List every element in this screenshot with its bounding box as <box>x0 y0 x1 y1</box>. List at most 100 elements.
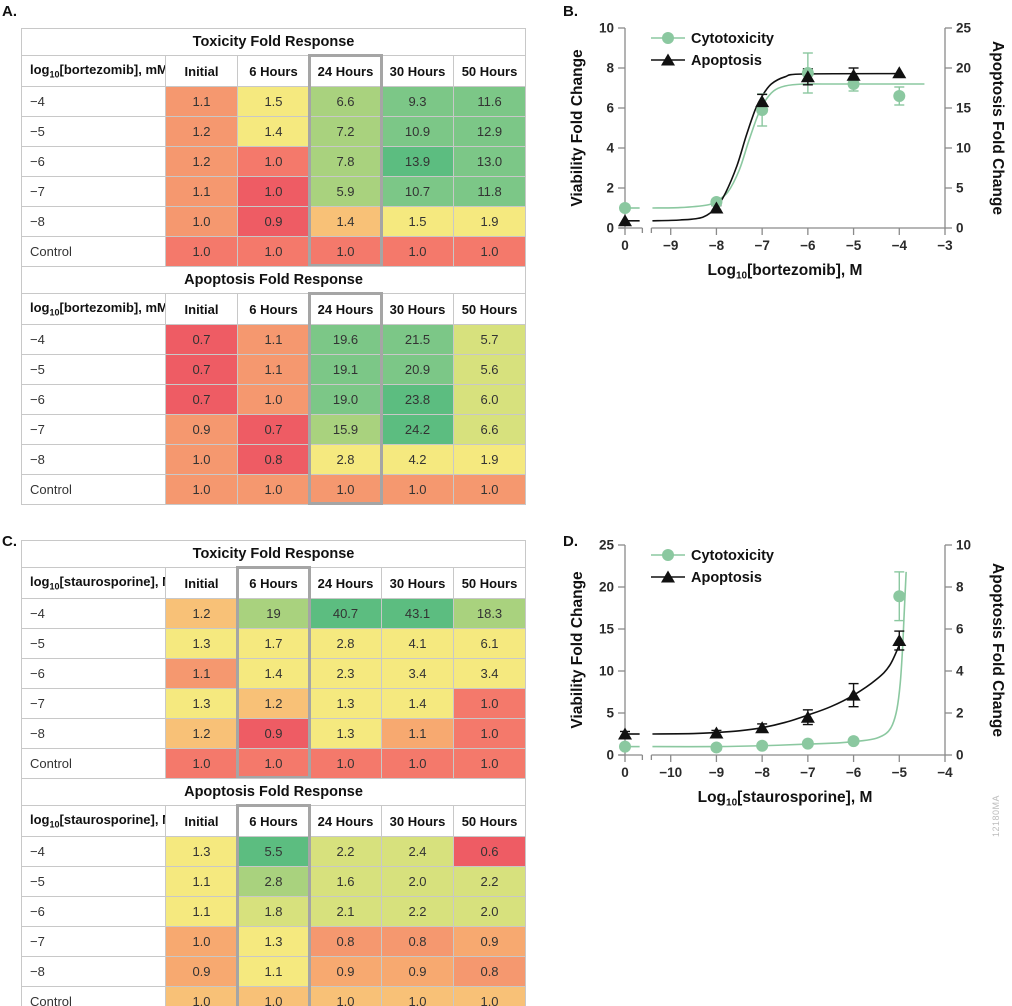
column-header: 50 Hours <box>452 293 527 325</box>
dose-response-chart: 0 5 10 15 20 25 0 2 4 6 8 10 0 −10 −9 −8 −7 −6 −5 −4 Viabili… <box>569 538 1006 809</box>
column-header: Initial <box>165 567 238 599</box>
value-cell: 21.5 <box>381 324 454 355</box>
left-tick-label: 25 <box>599 538 615 553</box>
table-row: −6 0.7 1.0 19.0 23.8 6.0 <box>21 384 527 415</box>
value-cell: 1.0 <box>237 146 310 177</box>
row-label: −4 <box>21 324 166 355</box>
left-tick-label: 0 <box>606 221 614 236</box>
cytotoxicity-data-point <box>619 740 631 753</box>
value-cell: 0.8 <box>237 444 310 475</box>
fold-response-table: Toxicity Fold Response log10[bortezomib],… <box>20 28 527 267</box>
fold-response-table: Apoptosis Fold Response log10[bortezomib]… <box>20 266 527 505</box>
cytotoxicity-data-point <box>801 737 814 750</box>
value-cell: 1.1 <box>381 718 454 749</box>
apoptosis-data-point <box>755 721 770 734</box>
column-header: 50 Hours <box>452 805 527 837</box>
apoptosis-curve <box>652 72 902 222</box>
apoptosis-data-point <box>892 634 907 647</box>
value-cell: 1.0 <box>237 986 310 1006</box>
row-label: −7 <box>21 926 166 957</box>
row-label: −6 <box>21 896 166 927</box>
value-cell: 40.7 <box>309 598 382 629</box>
value-cell: 2.4 <box>381 836 454 867</box>
row-label: −8 <box>21 206 166 237</box>
column-header: Initial <box>165 55 238 87</box>
cytotoxicity-legend-marker <box>662 32 674 44</box>
left-axis-title: Viability Fold Change <box>569 49 586 207</box>
value-cell: 0.9 <box>165 956 238 987</box>
row-label: −5 <box>21 354 166 385</box>
column-header: 30 Hours <box>381 293 454 325</box>
left-tick-label: 10 <box>599 664 614 679</box>
cytotoxicity-data-point <box>619 202 631 214</box>
table-row: −5 1.1 2.8 1.6 2.0 2.2 <box>21 866 527 897</box>
legend-label: Apoptosis <box>691 53 762 69</box>
table-row: −6 1.1 1.8 2.1 2.2 2.0 <box>21 896 527 927</box>
right-tick-label: 20 <box>956 61 971 76</box>
value-cell: 15.9 <box>309 414 382 445</box>
value-cell: 6.0 <box>452 384 527 415</box>
value-cell: 7.8 <box>309 146 382 177</box>
x-tick-label: −9 <box>663 238 678 253</box>
value-cell: 1.0 <box>452 474 527 505</box>
x-tick-label: −7 <box>754 238 769 253</box>
apoptosis-data-point <box>709 201 724 214</box>
column-header: Initial <box>165 805 238 837</box>
value-cell: 1.0 <box>452 688 527 719</box>
row-label: −6 <box>21 384 166 415</box>
value-cell: 11.8 <box>452 176 527 207</box>
cytotoxicity-legend-marker <box>662 549 674 561</box>
panel-b-label: B. <box>563 3 578 20</box>
apoptosis-data-point <box>755 95 770 108</box>
right-tick-label: 10 <box>956 141 971 156</box>
x-tick-label: −3 <box>937 238 953 253</box>
value-cell: 10.9 <box>381 116 454 147</box>
value-cell: 1.1 <box>165 658 238 689</box>
value-cell: 0.6 <box>452 836 527 867</box>
x-tick-label: −7 <box>800 765 815 780</box>
column-header: 24 Hours <box>309 567 382 599</box>
value-cell: 0.7 <box>165 324 238 355</box>
value-cell: 43.1 <box>381 598 454 629</box>
value-cell: 1.0 <box>381 236 454 267</box>
value-cell: 0.8 <box>309 926 382 957</box>
value-cell: 11.6 <box>452 86 527 117</box>
apoptosis-legend-marker <box>661 53 675 66</box>
value-cell: 3.4 <box>381 658 454 689</box>
value-cell: 5.9 <box>309 176 382 207</box>
value-cell: 0.9 <box>237 718 310 749</box>
x-tick-label: −8 <box>754 765 770 780</box>
column-header: 6 Hours <box>237 805 310 837</box>
x-tick-label: −10 <box>659 765 682 780</box>
value-cell: 1.3 <box>237 926 310 957</box>
column-header: Initial <box>165 293 238 325</box>
x-tick-label: −4 <box>892 238 908 253</box>
value-cell: 0.7 <box>237 414 310 445</box>
right-tick-label: 2 <box>956 706 964 721</box>
right-tick-label: 15 <box>956 101 972 116</box>
value-cell: 2.2 <box>452 866 527 897</box>
column-header: 50 Hours <box>452 567 527 599</box>
table-row: −5 1.3 1.7 2.8 4.1 6.1 <box>21 628 527 659</box>
table-row: −7 1.1 1.0 5.9 10.7 11.8 <box>21 176 527 207</box>
value-cell: 1.0 <box>165 474 238 505</box>
value-cell: 6.6 <box>309 86 382 117</box>
fold-table: Toxicity Fold Response log10[staurosporin… <box>20 540 527 779</box>
x-tick-label: −5 <box>892 765 908 780</box>
cytotoxicity-curve <box>652 571 907 748</box>
table-row: −8 0.9 1.1 0.9 0.9 0.8 <box>21 956 527 987</box>
row-label: −5 <box>21 628 166 659</box>
row-label: Control <box>21 748 166 779</box>
row-label: −8 <box>21 718 166 749</box>
value-cell: 1.4 <box>237 116 310 147</box>
value-cell: 2.2 <box>381 896 454 927</box>
apoptosis-data-point <box>618 727 632 740</box>
value-cell: 2.1 <box>309 896 382 927</box>
fold-response-table: Toxicity Fold Response log10[staurosporin… <box>20 540 527 779</box>
fold-table: Apoptosis Fold Response log10[bortezomib]… <box>20 266 527 505</box>
value-cell: 1.0 <box>309 986 382 1006</box>
value-cell: 1.3 <box>309 688 382 719</box>
value-cell: 1.4 <box>237 658 310 689</box>
value-cell: 1.0 <box>165 444 238 475</box>
